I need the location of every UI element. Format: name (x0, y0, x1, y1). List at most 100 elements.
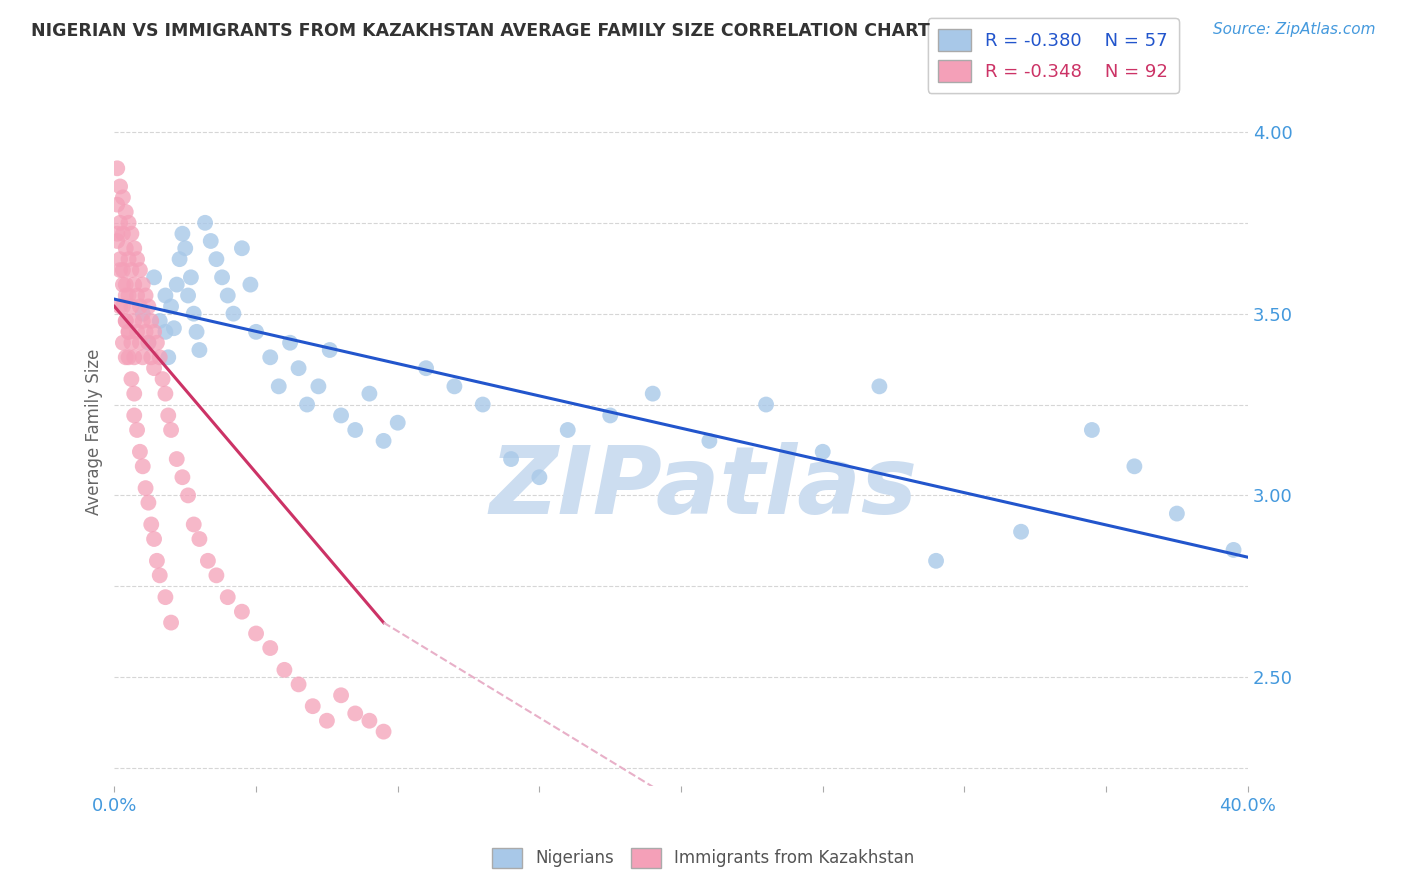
Point (111, 263, 134, 277)
Point (114, 288, 136, 302)
Point (259, 351, 281, 365)
Point (316, 714, 339, 728)
Point (160, 423, 183, 437)
Point (117, 252, 139, 267)
Point (114, 205, 136, 219)
Point (373, 434, 395, 448)
Point (188, 343, 211, 357)
Point (163, 321, 186, 335)
Point (273, 663, 295, 677)
Point (169, 252, 191, 267)
Point (114, 277, 136, 292)
Point (174, 241, 197, 255)
Point (211, 270, 233, 285)
Point (125, 288, 148, 302)
Point (114, 314, 136, 328)
Legend: Nigerians, Immigrants from Kazakhstan: Nigerians, Immigrants from Kazakhstan (485, 841, 921, 875)
Point (287, 677, 309, 691)
Point (105, 161, 128, 176)
Point (557, 423, 579, 437)
Point (443, 379, 465, 393)
Point (259, 640, 281, 655)
Point (155, 590, 177, 604)
Point (105, 197, 128, 211)
Point (108, 252, 131, 267)
Point (239, 277, 262, 292)
Point (120, 335, 142, 350)
Point (1123, 459, 1146, 474)
Point (1222, 542, 1244, 557)
Point (373, 724, 395, 739)
Point (267, 379, 290, 393)
Point (180, 270, 202, 285)
Point (108, 300, 131, 314)
Point (138, 335, 160, 350)
Point (122, 386, 145, 401)
Point (125, 325, 148, 339)
Point (117, 351, 139, 365)
Point (245, 325, 267, 339)
Point (114, 351, 136, 365)
Point (222, 307, 245, 321)
Point (245, 626, 267, 640)
Y-axis label: Average Family Size: Average Family Size (86, 349, 103, 515)
Point (172, 470, 194, 484)
Point (138, 335, 160, 350)
Point (344, 706, 367, 721)
Point (188, 532, 211, 546)
Point (344, 423, 367, 437)
Point (122, 241, 145, 255)
Point (155, 288, 177, 302)
Point (122, 314, 145, 328)
Point (120, 372, 142, 386)
Point (117, 288, 139, 302)
Point (301, 699, 323, 714)
Point (125, 252, 148, 267)
Point (415, 361, 437, 376)
Point (143, 325, 166, 339)
Point (132, 314, 155, 328)
Point (135, 481, 157, 495)
Point (105, 227, 128, 241)
Point (183, 307, 205, 321)
Point (319, 343, 342, 357)
Point (278, 335, 301, 350)
Point (120, 263, 142, 277)
Point (330, 688, 353, 702)
Text: NIGERIAN VS IMMIGRANTS FROM KAZAKHSTAN AVERAGE FAMILY SIZE CORRELATION CHART: NIGERIAN VS IMMIGRANTS FROM KAZAKHSTAN A… (31, 22, 929, 40)
Point (135, 325, 157, 339)
Point (166, 452, 188, 467)
Point (108, 179, 131, 194)
Point (471, 398, 494, 412)
Point (138, 300, 160, 314)
Point (149, 314, 172, 328)
Point (295, 398, 318, 412)
Point (117, 325, 139, 339)
Point (111, 335, 134, 350)
Point (129, 335, 152, 350)
Point (307, 379, 329, 393)
Point (641, 386, 664, 401)
Point (387, 416, 409, 430)
Point (166, 277, 188, 292)
Point (287, 361, 309, 376)
Point (141, 351, 163, 365)
Point (143, 270, 166, 285)
Point (149, 351, 172, 365)
Point (120, 300, 142, 314)
Point (811, 444, 834, 458)
Point (122, 351, 145, 365)
Point (205, 252, 228, 267)
Point (359, 714, 381, 728)
Point (599, 409, 621, 423)
Point (132, 351, 155, 365)
Point (1010, 524, 1032, 539)
Point (868, 379, 890, 393)
Point (117, 216, 139, 230)
Point (177, 288, 200, 302)
Point (108, 216, 131, 230)
Point (755, 398, 778, 412)
Point (200, 234, 222, 248)
Point (146, 554, 169, 568)
Point (194, 216, 217, 230)
